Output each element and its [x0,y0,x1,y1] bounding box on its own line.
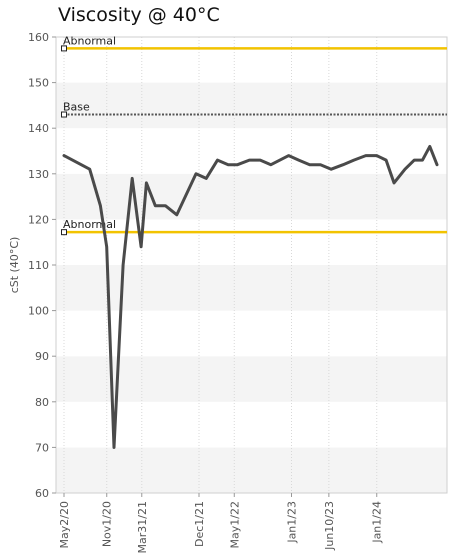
reference-marker [61,45,67,52]
x-tick-label: May2/20 [58,501,71,548]
y-tick-label: 60 [35,487,49,500]
y-tick-label: 80 [35,396,49,409]
x-tick-label: Dec1/21 [193,501,206,547]
plot-band [56,219,447,265]
y-tick-label: 100 [28,305,49,318]
y-tick-label: 160 [28,31,49,44]
y-tick-label: 140 [28,122,49,135]
series-layer [62,144,439,449]
plot-band [56,310,447,357]
plot-band [56,265,447,311]
reference-marker [61,229,67,236]
y-tick-label: 120 [28,213,49,226]
y-tick-label: 90 [35,350,49,363]
x-tick-label: Nov1/20 [101,501,114,547]
reference-label: Base [63,101,90,114]
plot-band [56,37,447,83]
reference-label: Abnormal [63,34,116,47]
x-tick-label: Mar31/21 [136,501,149,553]
reference-marker [61,111,67,118]
plot-band [56,401,447,448]
reference-label: Abnormal [63,218,116,231]
y-tick-label: 70 [35,441,49,454]
y-axis-label: cSt (40°C) [8,237,21,294]
plot-band [56,447,447,493]
x-tick-label: May1/22 [228,501,241,548]
y-tick-label: 110 [28,259,49,272]
viscosity-series-line [62,144,439,449]
y-tick-label: 130 [28,168,49,181]
plot-band [56,82,447,129]
chart-title: Viscosity @ 40°C [58,4,220,26]
y-tick-label: 150 [28,77,49,90]
plot-band [56,173,447,220]
x-tick-label: Jan1/24 [371,501,384,544]
plot-band [56,128,447,174]
x-tick-label: Jan1/23 [285,501,298,544]
x-axis-ticks: May2/20 Nov1/20 Mar31/21 Dec1/21 May1/22 Jan1… [58,493,384,553]
x-tick-label: Jun10/23 [323,501,336,551]
plot-band [56,356,447,402]
y-axis-ticks: 60 70 80 90 100 110 120 130 140 150 160 [28,31,56,500]
